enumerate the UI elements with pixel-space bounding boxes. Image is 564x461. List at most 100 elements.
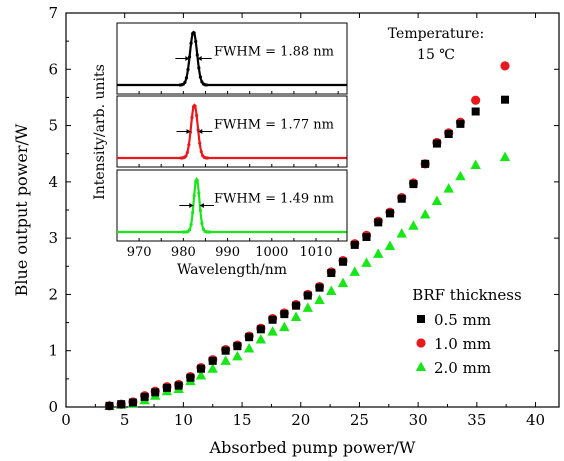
- x-axis-label: Absorbed pump power/W: [209, 438, 416, 457]
- x-tick-label: 30: [409, 411, 428, 429]
- data-point-circle: [471, 95, 481, 105]
- fwhm-label: FWHM = 1.77 nm: [214, 118, 334, 133]
- data-point-square: [339, 257, 348, 266]
- x-tick-label: 10: [174, 411, 193, 429]
- data-point-square: [280, 310, 289, 319]
- inset-panel-frame: [116, 95, 348, 168]
- spectrum-point: [187, 228, 192, 232]
- temperature-annotation: Temperature:: [388, 26, 484, 42]
- legend-label: 1.0 mm: [434, 335, 491, 353]
- fwhm-arrowhead-left: [185, 56, 190, 61]
- data-point-square: [471, 107, 480, 116]
- data-point-square: [117, 400, 126, 409]
- fwhm-arrowhead-right: [198, 129, 203, 134]
- inset-x-tick-label: 970: [127, 245, 152, 260]
- x-tick-label: 20: [291, 411, 310, 429]
- spectrum-point: [183, 80, 187, 84]
- data-point-square: [221, 346, 230, 355]
- spectrum-point: [196, 128, 200, 132]
- legend-title: BRF thickness: [412, 286, 521, 304]
- data-point-square: [456, 119, 465, 128]
- data-point-square: [421, 159, 430, 168]
- temperature-value: 15 ℃: [417, 47, 455, 63]
- spectrum-point: [194, 39, 198, 44]
- data-point-square: [374, 218, 383, 227]
- inset-panel-frame: [116, 169, 348, 242]
- data-point-square: [208, 356, 217, 365]
- data-point-square: [256, 325, 265, 334]
- data-point-triangle: [419, 209, 431, 219]
- data-point-triangle: [207, 363, 218, 373]
- data-point-triangle: [243, 342, 255, 353]
- data-point-square: [350, 240, 359, 249]
- spectrum-point: [184, 76, 189, 80]
- inset-panel-2: FWHM = 1.49 nm: [116, 169, 348, 242]
- legend-marker-circle: [416, 338, 426, 348]
- y-tick-label: 4: [48, 173, 58, 191]
- legend-marker-triangle: [415, 361, 427, 371]
- data-point-triangle: [267, 326, 278, 336]
- data-point-square: [233, 342, 242, 351]
- data-point-square: [315, 283, 324, 292]
- data-point-triangle: [232, 350, 243, 361]
- fwhm-arrowhead-right: [197, 56, 202, 61]
- spectrum-point: [197, 66, 201, 70]
- inset-x-tick-label: 1010: [299, 245, 332, 260]
- x-tick-label: 35: [467, 411, 486, 429]
- data-point-square: [303, 291, 312, 300]
- fwhm-arrowhead-left: [189, 203, 194, 208]
- spectrum-point: [198, 75, 202, 79]
- inset-x-tick-label: 990: [215, 245, 240, 260]
- data-point-square: [362, 233, 371, 242]
- spectrum-point: [195, 178, 199, 183]
- data-point-square: [186, 373, 195, 382]
- inset-panel-frame: [116, 22, 348, 95]
- spectrum-line: [117, 103, 347, 160]
- spectrum-point: [198, 208, 202, 213]
- y-tick-label: 7: [48, 4, 58, 22]
- data-point-triangle: [220, 355, 231, 365]
- x-tick-label: 0: [61, 411, 71, 429]
- data-point-triangle: [195, 369, 207, 380]
- series-square: [105, 95, 510, 410]
- spectrum-point: [199, 150, 203, 154]
- x-tick-label: 25: [350, 411, 369, 429]
- fwhm-arrowhead-left: [186, 129, 191, 134]
- inset-panel-0: FWHM = 1.88 nm: [116, 22, 348, 95]
- spectrum-point: [186, 67, 190, 72]
- y-tick-label: 3: [48, 229, 58, 247]
- x-tick-label: 5: [120, 411, 130, 429]
- data-point-triangle: [279, 321, 290, 332]
- data-point-triangle: [384, 240, 396, 251]
- inset-x-tick-label: 980: [171, 245, 196, 260]
- spectrum-point: [193, 104, 197, 108]
- spectrum-point: [192, 31, 196, 35]
- spectrum-point: [187, 55, 192, 59]
- spectrum-point: [198, 141, 202, 145]
- spectrum-point: [189, 41, 193, 45]
- data-point-triangle: [349, 266, 360, 276]
- inset-x-tick-label: 1000: [255, 245, 288, 260]
- spectrum-point: [195, 113, 199, 118]
- data-point-square: [151, 388, 160, 397]
- data-point-square: [105, 401, 114, 410]
- y-tick-label: 5: [48, 117, 58, 135]
- spectrum-point: [208, 230, 212, 234]
- data-point-square: [409, 180, 418, 189]
- data-point-triangle: [443, 183, 454, 193]
- data-point-square: [128, 398, 137, 407]
- x-tick-label: 40: [526, 411, 545, 429]
- data-point-triangle: [302, 302, 314, 312]
- spectrum-line: [117, 30, 347, 87]
- data-point-triangle: [499, 151, 511, 162]
- y-tick-label: 1: [48, 342, 58, 360]
- data-point-square: [196, 364, 205, 373]
- fwhm-arrowhead-right: [199, 203, 204, 208]
- spectrum-point: [185, 150, 189, 155]
- y-tick-label: 2: [48, 285, 58, 303]
- data-point-triangle: [255, 333, 267, 344]
- data-point-square: [292, 301, 301, 310]
- data-point-square: [397, 194, 406, 203]
